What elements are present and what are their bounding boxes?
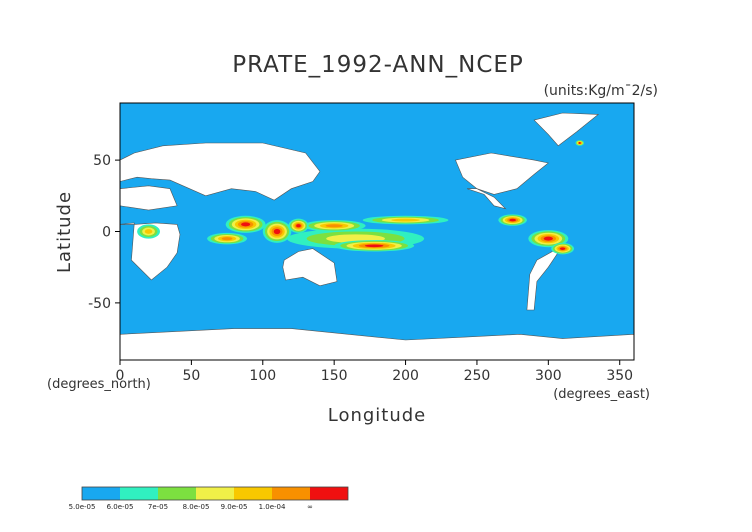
precip-contour (578, 141, 581, 144)
colorbar-label: ∞ (307, 503, 313, 511)
precip-contour (543, 236, 553, 241)
x-tick-label: 200 (392, 368, 419, 384)
y-tick-label: 50 (93, 153, 111, 169)
chart-title: PRATE_1992-ANN_NCEP (232, 52, 524, 78)
colorbar: 5.0e-05 6.0e-05 7e-05 8.0e-05 9.0e-05 1.0e-04… (69, 486, 349, 511)
colorbar-frame (81, 486, 349, 501)
colorbar-swatch (120, 487, 158, 500)
x-tick-label: 350 (606, 368, 633, 384)
colorbar-swatch (272, 487, 310, 500)
low-precip-region (455, 152, 549, 195)
units-label: (units:Kg/m¯2/s) (544, 83, 658, 99)
y-tick-label: 0 (102, 225, 111, 241)
low-precip-region (466, 188, 507, 210)
y-tick-label: -50 (88, 296, 111, 312)
precip-contour (509, 218, 516, 222)
x-tick-label: 100 (249, 368, 276, 384)
x-tick-label: 150 (321, 368, 348, 384)
y-axis: 50 0 -50 (88, 153, 120, 312)
colorbar-label: 6.0e-05 (107, 503, 134, 511)
low-precip-region (533, 112, 600, 147)
x-axis: 0 50 100 150 200 250 300 350 (116, 360, 633, 384)
colorbar-label: 1.0e-04 (259, 503, 286, 511)
low-precip-region (120, 142, 321, 201)
colorbar-label: 5.0e-05 (69, 503, 96, 511)
precip-contour (144, 229, 153, 234)
precip-contour (273, 228, 281, 235)
y-note: (degrees_north) (47, 377, 151, 392)
x-tick-label: 250 (464, 368, 491, 384)
precip-contour (364, 244, 384, 248)
x-tick-label: 300 (535, 368, 562, 384)
colorbar-swatch (82, 487, 120, 500)
colorbar-label: 7e-05 (148, 503, 168, 511)
low-precip-region (282, 248, 338, 287)
colorbar-swatch (158, 487, 196, 500)
x-tick-label: 0 (116, 368, 125, 384)
precip-contour (296, 224, 301, 228)
low-precip-region (120, 328, 634, 360)
precip-contour (391, 218, 420, 222)
colorbar-label: 9.0e-05 (221, 503, 248, 511)
colorbar-swatch (310, 487, 348, 500)
x-axis-label: Longitude (328, 405, 427, 426)
precip-contour (221, 237, 233, 241)
x-tick-label: 50 (182, 368, 200, 384)
x-note: (degrees_east) (553, 387, 650, 402)
colorbar-swatch (234, 487, 272, 500)
low-precip-region (120, 185, 178, 211)
colorbar-label: 8.0e-05 (183, 503, 210, 511)
precip-contour (325, 224, 343, 228)
low-precip-region (120, 222, 181, 281)
colorbar-swatch (196, 487, 234, 500)
precip-contour (241, 222, 251, 227)
plot-area (119, 102, 635, 361)
precip-contour (559, 247, 566, 250)
y-axis-label: Latitude (54, 191, 75, 273)
